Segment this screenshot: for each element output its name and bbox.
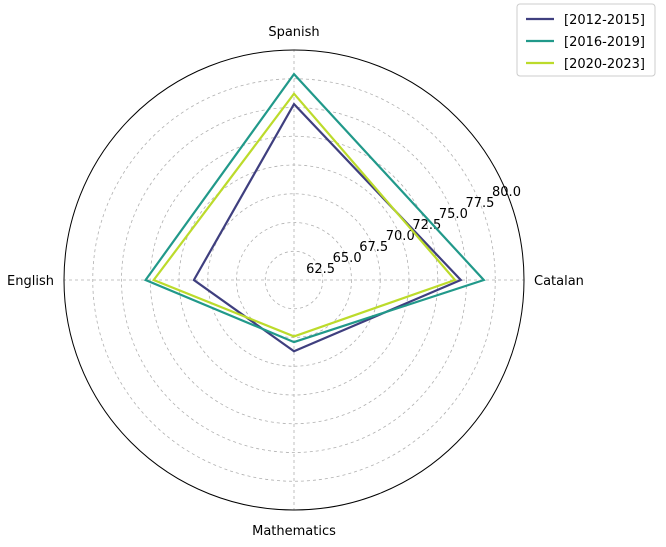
r-tick-label: 62.5 [306, 262, 335, 277]
category-label-spanish: Spanish [268, 25, 319, 40]
series-line-1 [143, 72, 486, 344]
r-tick-label: 77.5 [465, 196, 494, 211]
r-tick-label: 80.0 [492, 185, 521, 200]
outer-frame [63, 49, 525, 511]
grid-ring-0 [264, 250, 324, 310]
grid-ring-6 [92, 78, 496, 482]
legend-label-1: [2016-2019] [564, 35, 645, 50]
category-axis-labels: Catalan Spanish English Mathematics [7, 25, 584, 539]
legend: [2012-2015] [2016-2019] [2020-2023] [516, 3, 656, 77]
legend-box [516, 3, 656, 77]
series-lines [143, 72, 486, 353]
legend-label-2: [2020-2023] [564, 57, 645, 72]
series-line-0 [192, 102, 463, 353]
r-tick-label: 75.0 [439, 207, 468, 222]
grid-ring-5 [121, 107, 467, 453]
category-label-mathematics: Mathematics [252, 524, 336, 539]
category-label-english: English [7, 274, 54, 289]
r-tick-label: 72.5 [412, 218, 441, 233]
series-line-2 [151, 91, 457, 338]
category-label-catalan: Catalan [534, 274, 584, 289]
r-tick-label: 67.5 [359, 240, 388, 255]
r-tick-label: 70.0 [386, 229, 415, 244]
grid-ring-4 [149, 135, 439, 425]
legend-label-0: [2012-2015] [564, 13, 645, 28]
radial-tick-labels: 62.565.067.570.072.575.077.580.0 [306, 185, 521, 277]
radar-grid [63, 49, 525, 511]
r-tick-label: 65.0 [333, 251, 362, 266]
